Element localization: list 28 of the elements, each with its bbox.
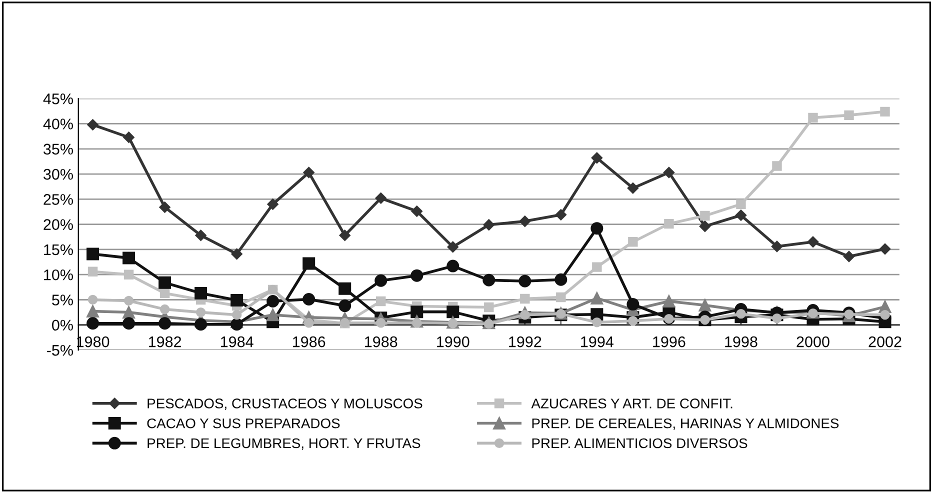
x-tick-label: 2000 (796, 336, 830, 348)
x-tick-label: 1982 (148, 336, 182, 348)
legend-label: PESCADOS, CRUSTACEOS Y MOLUSCOS (148, 398, 422, 410)
legend-label: CACAO Y SUS PREPARADOS (147, 418, 340, 428)
y-tick-label: 20% (44, 219, 73, 230)
y-tick-label: 45% (43, 94, 73, 104)
y-tick-label: 10% (44, 269, 73, 280)
x-tick-label: 1998 (725, 336, 758, 348)
x-tick-label: 1986 (293, 336, 326, 348)
x-tick-label: 1990 (437, 336, 470, 348)
y-tick-label: 40% (43, 118, 73, 130)
x-tick-label: 1992 (509, 336, 542, 348)
legend-label: PREP. DE LEGUMBRES, HORT. Y FRUTAS (148, 438, 420, 450)
x-tick-label: 1996 (653, 336, 686, 348)
y-tick-label: 0% (52, 320, 73, 331)
y-tick-label: 5% (52, 294, 73, 306)
legend-label: PREP. ALIMENTICIOS DIVERSOS (532, 438, 748, 448)
y-tick-label: 25% (44, 194, 73, 205)
x-tick-label: 1984 (220, 336, 254, 348)
x-tick-label: 1988 (365, 336, 398, 348)
legend-label: PREP. DE CEREALES, HARINAS Y ALMIDONES (532, 418, 839, 430)
legend-label: AZUCARES Y ART. DE CONFIT. (531, 398, 732, 408)
y-tick-label: 35% (44, 144, 73, 155)
x-tick-label: 2002 (868, 336, 902, 348)
y-tick-label: -5% (47, 344, 73, 356)
y-tick-label: 30% (44, 168, 73, 180)
y-tick-label: 15% (44, 244, 73, 256)
x-tick-label: 1994 (581, 336, 614, 348)
